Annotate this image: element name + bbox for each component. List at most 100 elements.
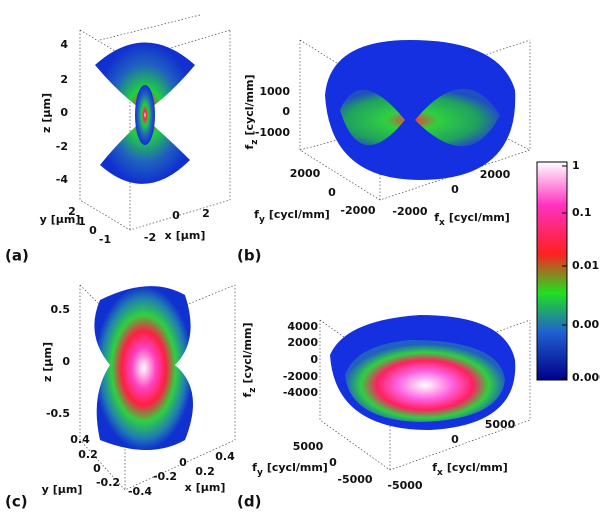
panel-label: (c) <box>5 493 28 511</box>
axis-sub: z <box>248 387 258 392</box>
axis-unit: [cycl/mm] <box>241 322 254 383</box>
axis-var: f <box>432 461 437 474</box>
x-tick-label: 0 <box>451 433 459 446</box>
x-tick-label: -0.2 <box>153 470 177 483</box>
z-tick-label: 1000 <box>259 85 290 98</box>
x-tick-label: 0.4 <box>215 450 235 463</box>
axis-var: x <box>185 481 192 494</box>
y-tick-label: 0.4 <box>70 433 90 446</box>
axis-unit: [μm] <box>196 481 226 494</box>
y-tick-label: 0 <box>93 462 101 475</box>
z-tick-label: 0 <box>310 353 318 366</box>
colorbar-tick-label: 0.1 <box>572 206 592 219</box>
surface-b-lobes <box>340 88 500 147</box>
axis-var: z <box>41 376 54 382</box>
colorbar <box>536 161 568 381</box>
panel-label: (d) <box>237 493 261 511</box>
surface-d-inner <box>345 340 505 422</box>
axis-unit: [cycl/mm] <box>449 211 510 224</box>
y-tick-label: 0 <box>328 186 336 199</box>
axis-var: f <box>254 208 259 221</box>
z-tick-label: -2 <box>56 140 68 153</box>
axis-unit: [μm] <box>51 213 81 226</box>
panel-label: (b) <box>237 247 261 265</box>
y-tick-label: 1 <box>78 215 86 228</box>
x-tick-label: -0.4 <box>128 485 152 498</box>
axis-sub: z <box>250 139 260 144</box>
axis-sub: y <box>259 215 265 225</box>
colorbar-tick-label: 0.0001 <box>572 371 600 384</box>
z-tick-label: 0.5 <box>51 303 71 316</box>
axis-sub: y <box>257 468 263 478</box>
axis-sub: x <box>437 468 443 478</box>
axis-var: x <box>165 229 172 242</box>
axis-var: z <box>40 127 53 133</box>
axis-var: f <box>243 145 256 150</box>
x-tick-label: -5000 <box>387 479 423 492</box>
axis-title: fy [cycl/mm] <box>252 461 328 478</box>
axis-unit: [μm] <box>176 229 206 242</box>
axis-title: fz [cycl/mm] <box>243 74 260 149</box>
x-tick-label: 2 <box>202 207 210 220</box>
surfaces <box>94 40 516 450</box>
z-tick-label: -4000 <box>283 386 319 399</box>
axis-unit: [μm] <box>41 342 54 372</box>
y-tick-label: -5000 <box>337 473 373 486</box>
axis-unit: [μm] <box>53 483 83 496</box>
surface-c <box>94 286 193 450</box>
y-tick-label: -0.2 <box>96 476 120 489</box>
axis-var: f <box>434 211 439 224</box>
panel-label: (a) <box>5 247 29 265</box>
x-tick-label: -2000 <box>392 205 428 218</box>
axis-title: fx [cycl/mm] <box>432 461 508 478</box>
z-tick-label: -0.5 <box>46 407 70 420</box>
colorbar-tick-label: 0.01 <box>572 259 599 272</box>
x-tick-label: 2000 <box>480 168 511 181</box>
colorbar-tick-label: 0.001 <box>572 318 600 331</box>
axis-title: z [μm] <box>40 93 53 133</box>
z-tick-label: -2000 <box>283 370 319 383</box>
x-tick-label: 0 <box>179 456 187 469</box>
axis-title: fy [cycl/mm] <box>254 208 330 225</box>
z-tick-label: 4000 <box>287 320 318 333</box>
z-tick-label: 2000 <box>287 336 318 349</box>
axis-title: y [μm] <box>40 213 81 226</box>
x-tick-label: 0.2 <box>195 465 215 478</box>
x-tick-label: 5000 <box>485 418 516 431</box>
y-tick-label: 0 <box>89 224 97 237</box>
axis-var: f <box>241 393 254 398</box>
y-tick-label: 2000 <box>290 167 321 180</box>
z-tick-label: 0 <box>282 105 290 118</box>
x-tick-label: 0 <box>451 183 459 196</box>
axis-sub: x <box>439 218 445 228</box>
y-tick-label: 0 <box>329 456 337 469</box>
axis-title: x [μm] <box>185 481 226 494</box>
axis-unit: [cycl/mm] <box>243 74 256 135</box>
axis-var: y <box>40 213 47 226</box>
axis-title: z [μm] <box>41 342 54 382</box>
y-tick-label: 5000 <box>293 440 324 453</box>
y-tick-label: -2000 <box>340 204 376 217</box>
axis-unit: [μm] <box>40 93 53 123</box>
axis-title: fz [cycl/mm] <box>241 322 258 397</box>
surface-a <box>95 42 195 184</box>
x-tick-label: -2 <box>144 231 156 244</box>
axis-unit: [cycl/mm] <box>267 461 328 474</box>
z-tick-label: 0 <box>60 106 68 119</box>
axis-var: y <box>42 483 49 496</box>
z-tick-label: 4 <box>60 38 68 51</box>
z-tick-label: -1000 <box>255 126 291 139</box>
y-tick-label: 0.2 <box>78 448 98 461</box>
surface-a-core <box>135 85 155 145</box>
colorbar-tick-label: 1 <box>572 159 580 172</box>
axis-title: y [μm] <box>42 483 83 496</box>
axis-unit: [cycl/mm] <box>447 461 508 474</box>
axis-var: f <box>252 461 257 474</box>
x-tick-label: 0 <box>172 209 180 222</box>
z-tick-label: 2 <box>60 73 68 86</box>
axis-title: fx [cycl/mm] <box>434 211 510 228</box>
axis-title: x [μm] <box>165 229 206 242</box>
axis-unit: [cycl/mm] <box>269 208 330 221</box>
z-tick-label: -4 <box>56 173 69 186</box>
